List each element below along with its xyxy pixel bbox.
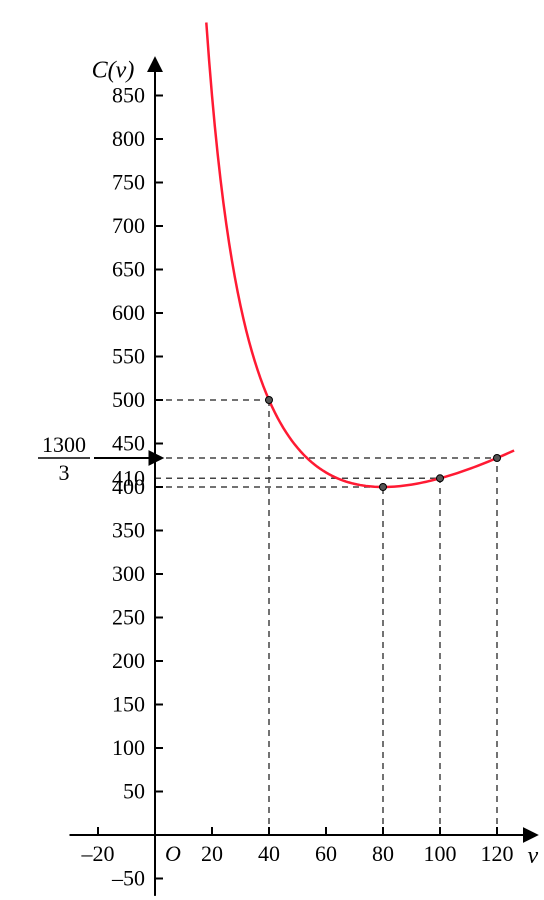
y-extra-label-0: 410	[112, 465, 145, 490]
y-tick-label-11: 550	[112, 344, 145, 369]
fraction-denominator: 3	[59, 460, 70, 485]
y-tick-label-3: 150	[112, 692, 145, 717]
y-tick-label-17: 850	[112, 83, 145, 108]
x-tick-label-3: 60	[315, 841, 337, 866]
y-tick-label-14: 700	[112, 213, 145, 238]
y-tick-label-0: –50	[111, 866, 145, 891]
origin-label: O	[165, 841, 181, 866]
y-tick-label-1: 50	[123, 779, 145, 804]
x-tick-label-6: 120	[481, 841, 514, 866]
y-tick-label-4: 200	[112, 648, 145, 673]
marker-dot-2	[437, 475, 444, 482]
marker-dot-3	[494, 455, 501, 462]
x-tick-label-0: –20	[81, 841, 115, 866]
marker-dot-0	[266, 397, 273, 404]
marker-dot-1	[380, 484, 387, 491]
y-tick-label-6: 300	[112, 561, 145, 586]
y-axis-title: C(v)	[92, 57, 135, 83]
y-tick-label-9: 450	[112, 431, 145, 456]
y-tick-label-16: 800	[112, 126, 145, 151]
fraction-numerator: 1300	[42, 432, 86, 457]
x-tick-label-4: 80	[372, 841, 394, 866]
y-tick-label-10: 500	[112, 387, 145, 412]
y-tick-label-13: 650	[112, 257, 145, 282]
x-tick-label-5: 100	[424, 841, 457, 866]
x-axis-title: v	[528, 843, 539, 869]
y-tick-label-5: 250	[112, 605, 145, 630]
cost-vs-v-chart: –2020406080100120v–505010015020025030035…	[0, 0, 544, 900]
y-tick-label-7: 350	[112, 518, 145, 543]
chart-svg: –2020406080100120v–505010015020025030035…	[0, 0, 544, 900]
x-tick-label-1: 20	[201, 841, 223, 866]
y-tick-label-15: 750	[112, 170, 145, 195]
y-tick-label-12: 600	[112, 300, 145, 325]
x-tick-label-2: 40	[258, 841, 280, 866]
y-tick-label-2: 100	[112, 735, 145, 760]
